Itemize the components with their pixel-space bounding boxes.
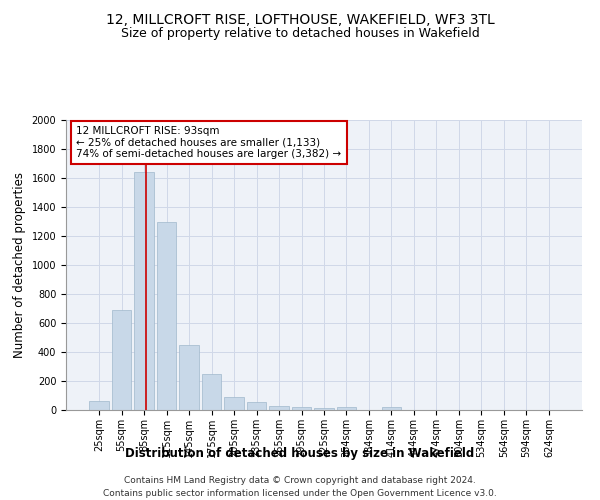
Bar bbox=[337, 407, 356, 410]
Text: Distribution of detached houses by size in Wakefield: Distribution of detached houses by size … bbox=[125, 448, 475, 460]
Bar bbox=[89, 400, 109, 410]
Bar bbox=[112, 310, 131, 410]
Bar bbox=[134, 172, 154, 410]
Bar bbox=[202, 374, 221, 410]
Bar bbox=[292, 407, 311, 410]
Text: Contains public sector information licensed under the Open Government Licence v3: Contains public sector information licen… bbox=[103, 488, 497, 498]
Y-axis label: Number of detached properties: Number of detached properties bbox=[13, 172, 26, 358]
Bar bbox=[314, 408, 334, 410]
Text: Contains HM Land Registry data © Crown copyright and database right 2024.: Contains HM Land Registry data © Crown c… bbox=[124, 476, 476, 485]
Bar bbox=[382, 407, 401, 410]
Bar bbox=[157, 222, 176, 410]
Bar bbox=[224, 397, 244, 410]
Text: 12, MILLCROFT RISE, LOFTHOUSE, WAKEFIELD, WF3 3TL: 12, MILLCROFT RISE, LOFTHOUSE, WAKEFIELD… bbox=[106, 12, 494, 26]
Text: 12 MILLCROFT RISE: 93sqm
← 25% of detached houses are smaller (1,133)
74% of sem: 12 MILLCROFT RISE: 93sqm ← 25% of detach… bbox=[76, 126, 341, 159]
Bar bbox=[247, 402, 266, 410]
Bar bbox=[269, 406, 289, 410]
Bar bbox=[179, 345, 199, 410]
Text: Size of property relative to detached houses in Wakefield: Size of property relative to detached ho… bbox=[121, 28, 479, 40]
